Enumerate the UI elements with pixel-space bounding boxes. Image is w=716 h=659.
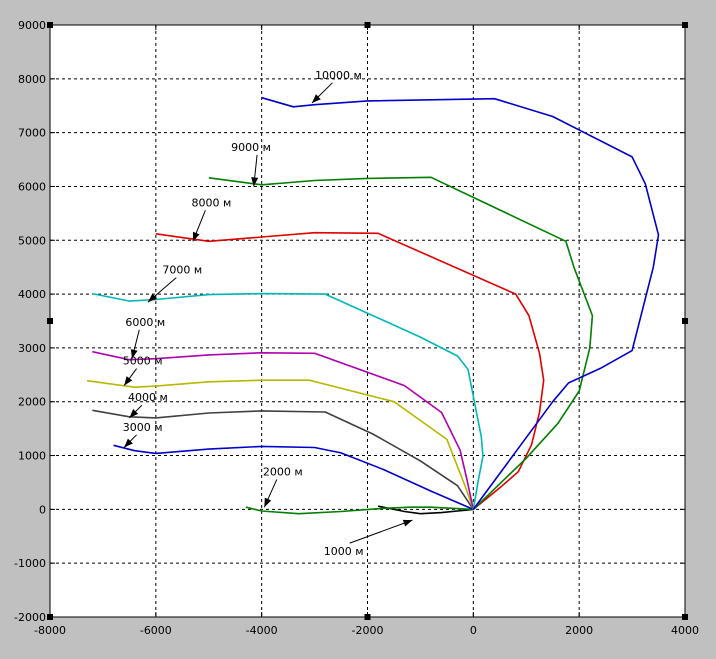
annotation-arrowhead-8 — [192, 231, 200, 242]
annotation-label-1: 1000 м — [324, 545, 364, 558]
x-tick-label: -2000 — [352, 624, 384, 637]
x-tick-label: -8000 — [34, 624, 66, 637]
annotation-arrowhead-5 — [124, 376, 133, 386]
annotation-arrowhead-10 — [311, 94, 321, 104]
series-line-7 — [92, 292, 484, 510]
series-line-8 — [155, 231, 545, 511]
y-tick-label: -2000 — [14, 611, 46, 624]
annotation-label-3: 3000 м — [123, 421, 163, 434]
series-line-3 — [113, 444, 474, 511]
resize-handle — [364, 22, 371, 28]
annotation-label-5: 5000 м — [123, 355, 163, 368]
annotation-label-6: 6000 м — [125, 316, 165, 329]
annotation-arrowhead-1 — [402, 519, 413, 527]
resize-handle — [47, 614, 53, 620]
resize-handle — [682, 614, 688, 620]
annotation-label-4: 4000 м — [128, 391, 168, 404]
annotation-arrowhead-9 — [251, 177, 259, 187]
x-tick-label: 0 — [470, 624, 477, 637]
annotation-label-2: 2000 м — [263, 465, 303, 478]
annotations: 1000 м 2000 м 3000 м 4000 м 5000 м 6000 м 7000… — [123, 69, 413, 558]
x-tick-label: -4000 — [246, 624, 278, 637]
series-line-1 — [377, 505, 474, 515]
series-line-10 — [261, 96, 660, 510]
series-line-6 — [92, 350, 475, 510]
y-tick-label: -1000 — [14, 557, 46, 570]
series-line-4 — [92, 409, 474, 510]
figure-handles — [47, 22, 688, 620]
resize-handle — [682, 22, 688, 28]
series-line-2 — [245, 506, 474, 515]
y-tick-label: 7000 — [18, 127, 46, 140]
annotation-arrowhead-3 — [124, 438, 133, 448]
y-tick-label: 4000 — [18, 288, 46, 301]
annotation-arrowhead-4 — [129, 409, 139, 418]
resize-handle — [364, 614, 371, 620]
annotation-arrowhead-2 — [264, 497, 272, 508]
annotation-label-10: 10000 м — [315, 69, 362, 82]
series-line-9 — [208, 176, 594, 510]
x-tick-label: 2000 — [565, 624, 593, 637]
y-tick-label: 8000 — [18, 73, 46, 86]
annotation-arrowhead-6 — [130, 349, 138, 359]
series-line-5 — [86, 379, 475, 510]
resize-handle — [47, 22, 53, 28]
annotation-label-8: 8000 м — [191, 196, 231, 209]
resize-handle — [682, 318, 688, 324]
y-tick-label: 9000 — [18, 19, 46, 32]
annotation-arrowhead-7 — [147, 293, 157, 303]
x-tick-label: 4000 — [671, 624, 699, 637]
annotation-label-7: 7000 м — [162, 264, 202, 277]
annotation-label-9: 9000 м — [231, 141, 271, 154]
x-tick-label: -6000 — [140, 624, 172, 637]
y-tick-label: 6000 — [18, 180, 46, 193]
y-tick-label: 1000 — [18, 450, 46, 463]
y-tick-label: 5000 — [18, 234, 46, 247]
y-tick-label: 3000 — [18, 342, 46, 355]
grid-lines — [50, 25, 685, 617]
series-lines — [86, 96, 660, 515]
y-tick-label: 0 — [39, 503, 46, 516]
y-tick-label: 2000 — [18, 396, 46, 409]
resize-handle — [47, 318, 53, 324]
annotation-arrow-1 — [349, 519, 413, 544]
